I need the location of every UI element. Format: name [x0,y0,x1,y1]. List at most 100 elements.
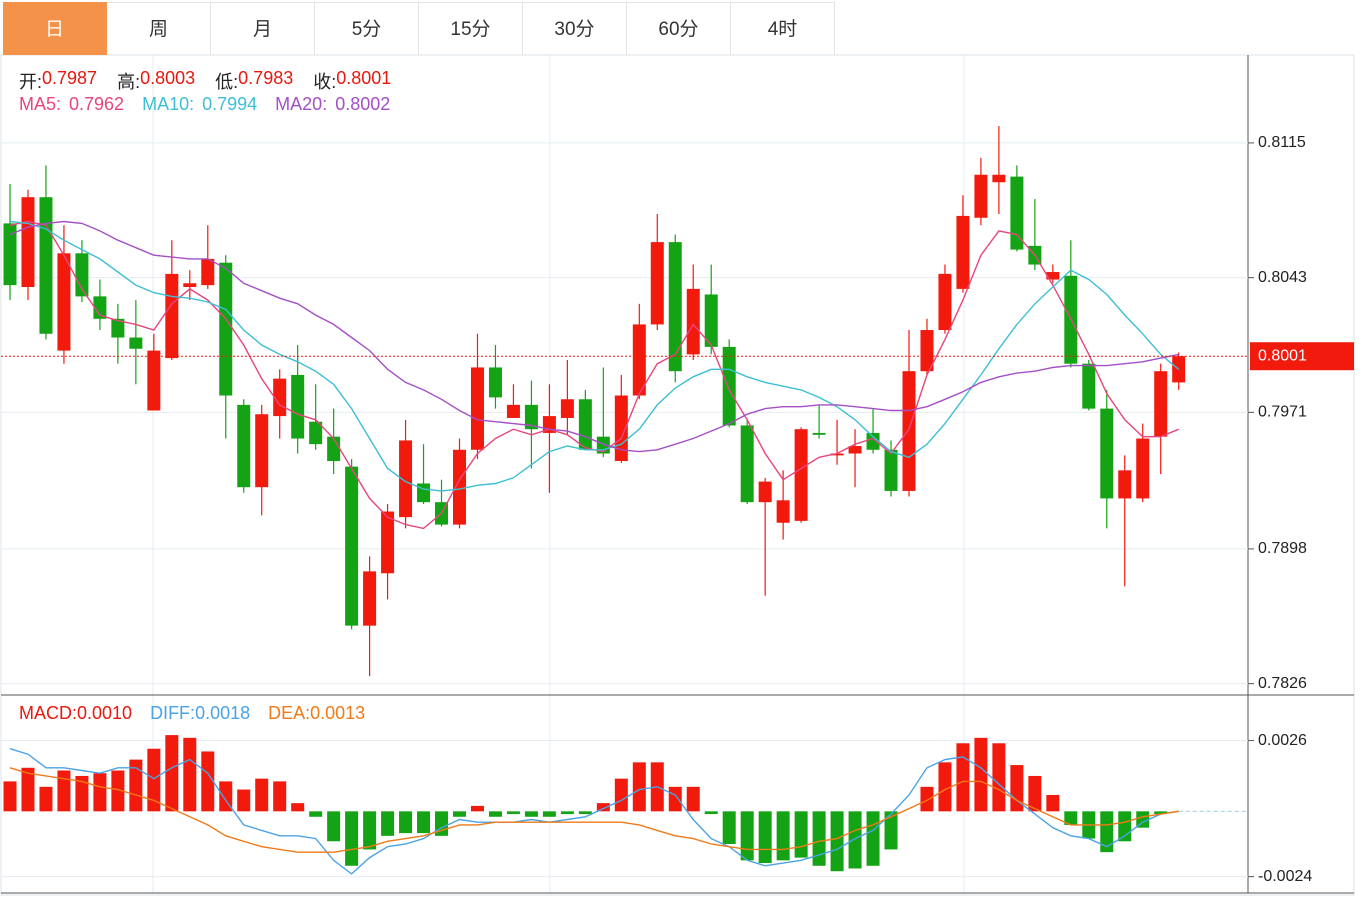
info-value: 0.8001 [336,68,392,88]
candle-body [830,453,844,456]
macd-bar [201,751,215,812]
macd-bar [938,762,952,812]
tab[interactable]: 60分 [627,2,731,55]
candle-body [686,288,700,355]
candle-body [255,414,269,488]
candle-body [668,242,682,372]
macd-bar [39,786,53,812]
macd-bar [992,743,1006,812]
candle-body [1010,176,1024,250]
macd-bar [1154,811,1168,815]
last-price-box [1250,342,1354,371]
candle-body [704,294,718,347]
candle-body [111,318,125,338]
macd-bar [111,770,125,812]
tab[interactable]: 30分 [523,2,627,55]
macd-bar [884,811,898,850]
macd-bar [399,811,413,834]
y-tick-label: 0.8043 [1258,269,1307,286]
candle-body [1172,356,1186,383]
macd-bar [327,811,341,842]
macd-bar [578,811,592,815]
macd-bar [740,811,754,861]
candle-body [992,174,1006,183]
candle-body [21,197,35,287]
tab[interactable]: 5分 [315,2,419,55]
tab[interactable]: 月 [211,2,315,55]
macd-bar [1100,811,1114,853]
candle-body [506,404,520,418]
macd-bar [309,811,323,817]
macd-bar [722,811,736,844]
macd-bar [758,811,772,864]
legend-value: 0.7962 [69,94,125,114]
candle-body [57,253,71,351]
info-value: 0.8003 [140,68,196,88]
macd-bar [794,811,808,858]
macd-bar [183,737,197,812]
candle-body [363,571,377,626]
candle-body [237,404,251,488]
info-label: 高: [117,72,141,92]
tab-bar: 日周月 5分 15分 30分 60分 4时 [3,2,835,55]
candle-body [632,324,646,396]
macd-bar [255,778,269,812]
macd-bar [363,811,377,850]
candle-body [866,432,880,450]
macd-bar [830,811,844,872]
candle-body [902,371,916,491]
info-label: 低: [215,72,239,92]
legend-name: MA10: [142,94,195,114]
macd-bar [1010,765,1024,812]
macd-bar [1046,795,1060,812]
tab[interactable]: 周 [107,2,211,55]
legend-name: DIFF: [150,703,196,723]
last-price-label: 0.8001 [1258,347,1307,364]
tab[interactable]: 4时 [731,2,835,55]
info-label: 收: [313,72,337,92]
candle-body [920,330,934,372]
candle-body [3,223,17,286]
macd-bar [129,759,143,812]
macd-bar [488,811,502,817]
macd-bar [560,811,574,815]
macd-bar [776,811,790,861]
macd-bar [21,767,35,812]
legend-value: 0.8002 [335,94,391,114]
candle-body [650,242,664,325]
candle-body [93,296,107,319]
macd-bar [381,811,395,836]
macd-bar [75,775,89,812]
macd-bar [812,811,826,866]
candle-body [488,367,502,398]
candle-body [129,337,143,349]
tab[interactable]: 15分 [419,2,523,55]
macd-bar [704,811,718,815]
macd-line [9,767,1179,853]
macd-bar [57,770,71,812]
candle-body [1136,438,1150,499]
macd-bar [920,786,934,812]
macd-legend: MACD: 0.0010 DIFF: 0.0018 DEA: 0.0013 [19,703,383,724]
macd-bar [3,781,17,812]
legend-value: 0.0010 [77,703,133,723]
legend-value: 0.0013 [310,703,366,723]
candle-body [524,404,538,430]
candle-body [560,399,574,418]
macd-bar [165,735,179,812]
tab[interactable]: 日 [3,2,107,55]
ohlc-info: 开: 0.7987 高: 0.8003 低: 0.7983 收: 0.8001 [19,68,411,94]
macd-bar [686,786,700,812]
candle-body [848,446,862,454]
candle-body [327,436,341,461]
candle-body [974,174,988,218]
candle-body [884,449,898,491]
macd-bar [345,811,359,866]
macd-bar [1118,811,1132,842]
macd-bar [614,778,628,812]
macd-bar [291,803,305,812]
legend-name: MA20: [275,94,328,114]
macd-bar [1136,811,1150,828]
candle-body [381,511,395,574]
